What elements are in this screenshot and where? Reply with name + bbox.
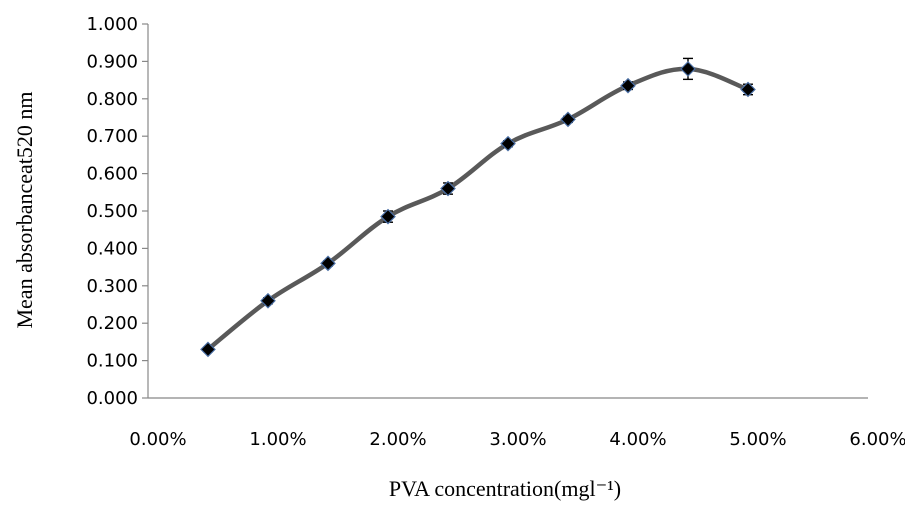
data-point bbox=[740, 81, 756, 98]
y-tick-labels: 0.000 0.100 0.200 0.300 0.400 0.500 0.600 0.700… bbox=[86, 14, 138, 409]
series-line-group bbox=[205, 66, 751, 352]
y-tick-label: 0.500 bbox=[86, 201, 138, 222]
data-point bbox=[680, 61, 696, 77]
x-tick-label: 4.00% bbox=[609, 429, 666, 450]
y-tick-label: 0.600 bbox=[86, 164, 138, 185]
data-point bbox=[200, 341, 216, 358]
x-tick-label: 5.00% bbox=[729, 429, 786, 450]
data-point bbox=[440, 180, 456, 197]
y-tick-label: 0.800 bbox=[86, 89, 138, 110]
y-axis-title: Mean absorbanceat520 nm bbox=[12, 91, 37, 328]
data-point bbox=[560, 111, 576, 128]
y-tick-label: 0.700 bbox=[86, 126, 138, 147]
y-tick-label: 0.400 bbox=[86, 238, 138, 259]
x-tick-label: 0.00% bbox=[129, 429, 186, 450]
x-tick-label: 1.00% bbox=[249, 429, 306, 450]
x-tick-label: 6.00% bbox=[849, 429, 905, 450]
x-tick-label: 3.00% bbox=[489, 429, 546, 450]
y-tick-label: 0.200 bbox=[86, 313, 138, 334]
markers bbox=[200, 61, 756, 358]
error-bars bbox=[203, 57, 753, 353]
series-line bbox=[205, 66, 751, 352]
data-point bbox=[500, 135, 516, 152]
x-tick-labels: 0.00% 1.00% 2.00% 3.00% 4.00% 5.00% 6.00% bbox=[129, 429, 905, 450]
data-point bbox=[260, 292, 276, 309]
data-point bbox=[620, 77, 636, 94]
x-tick-label: 2.00% bbox=[369, 429, 426, 450]
y-tick-label: 0.100 bbox=[86, 351, 138, 372]
axes bbox=[142, 23, 868, 399]
y-tick-label: 0.300 bbox=[86, 276, 138, 297]
y-tick-label: 1.000 bbox=[86, 14, 138, 35]
y-tick-label: 0.900 bbox=[86, 51, 138, 72]
x-axis-title: PVA concentration(mgl⁻¹) bbox=[389, 476, 621, 501]
y-tick-label: 0.000 bbox=[86, 388, 138, 409]
data-point bbox=[380, 208, 396, 225]
data-point bbox=[320, 255, 336, 272]
